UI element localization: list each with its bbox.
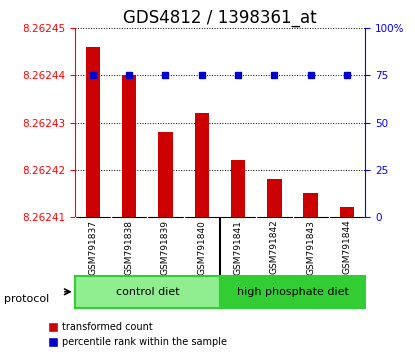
Bar [195,113,209,217]
Text: GSM791840: GSM791840 [197,220,206,275]
Bar [122,75,137,217]
Bar [340,207,354,217]
FancyBboxPatch shape [75,276,220,308]
Text: GSM791838: GSM791838 [124,220,134,275]
Text: GSM791844: GSM791844 [342,220,352,274]
Text: high phosphate diet: high phosphate diet [237,287,349,297]
Title: GDS4812 / 1398361_at: GDS4812 / 1398361_at [123,9,317,27]
Text: GSM791839: GSM791839 [161,220,170,275]
Text: GSM791842: GSM791842 [270,220,279,274]
Text: GSM791841: GSM791841 [234,220,243,275]
Text: GSM791837: GSM791837 [88,220,98,275]
Bar [158,132,173,217]
Bar [85,47,100,217]
Text: protocol: protocol [4,294,49,304]
Legend: transformed count, percentile rank within the sample: transformed count, percentile rank withi… [46,320,229,349]
FancyBboxPatch shape [220,276,365,308]
Bar [231,160,245,217]
Text: control diet: control diet [115,287,179,297]
Bar [267,179,282,217]
Bar [303,193,318,217]
Text: GSM791843: GSM791843 [306,220,315,275]
